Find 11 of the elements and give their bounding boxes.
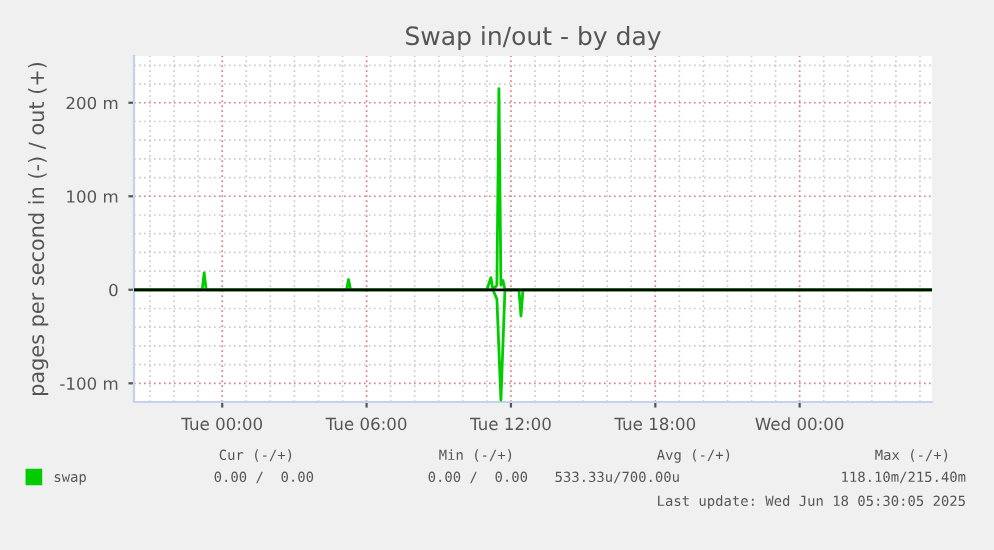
x-tick-label: Tue 12:00	[469, 417, 551, 431]
x-tick-label: Wed 00:00	[755, 417, 844, 431]
y-axis-title: pages per second in (-) / out (+)	[28, 62, 49, 395]
y-tick-label: 0	[109, 283, 118, 297]
y-tick-label: 100 m	[67, 190, 118, 203]
x-tick-label: Tue 18:00	[614, 417, 696, 431]
x-tick-label: Tue 00:00	[181, 417, 263, 431]
y-tick-label: -100 m	[60, 377, 118, 390]
chart-title: Swap in/out - by day	[406, 25, 661, 51]
x-tick-label: Tue 06:00	[325, 417, 407, 431]
y-tick-label: 200 m	[66, 96, 118, 110]
